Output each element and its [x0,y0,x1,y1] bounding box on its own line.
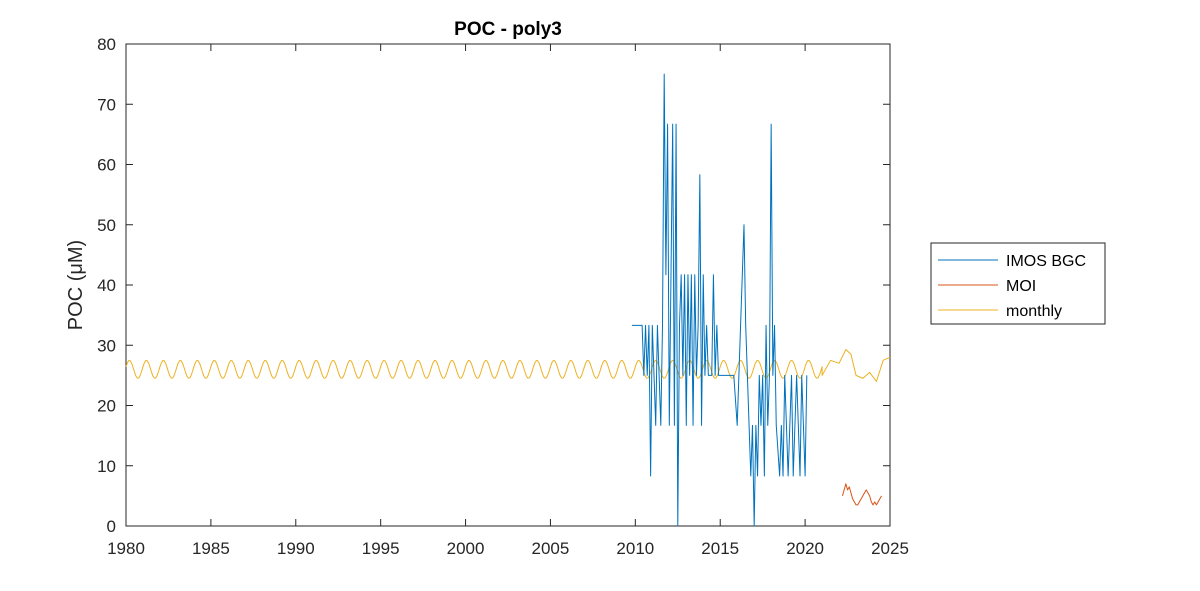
y-tick-label: 50 [97,216,116,235]
x-tick-label: 2010 [616,539,654,558]
plot-area [125,43,891,527]
legend-label: monthly [1006,303,1062,320]
legend-label: IMOS BGC [1006,253,1086,270]
series-layer [125,73,891,527]
y-tick-label: 80 [97,35,116,54]
y-axis-label: POC (μM) [65,240,87,330]
legend-items: IMOS BGC MOI monthly [938,253,1086,320]
series-line-monthly [125,348,891,382]
x-tick-label: 2000 [447,539,485,558]
chart-title: POC - poly3 [454,19,562,40]
tick-layer: 1980 1985 1990 1995 2000 2005 2010 2015 2020 2025… [97,35,909,558]
y-tick-label: 30 [97,336,116,355]
x-tick-label: 2005 [532,539,570,558]
y-tick-label: 70 [97,95,116,114]
x-tick-label: 2015 [701,539,739,558]
y-tick-label: 0 [107,517,116,536]
x-tick-label: 1980 [107,539,145,558]
x-tick-label: 2020 [786,539,824,558]
x-tick-label: 2025 [871,539,909,558]
y-tick-label: 10 [97,457,116,476]
legend: IMOS BGC MOI monthly [930,242,1106,325]
legend-label: MOI [1006,278,1036,295]
series-line-imos-bgc [631,73,808,527]
x-tick-label: 1995 [362,539,400,558]
x-tick-label: 1990 [277,539,315,558]
series-line-moi [841,483,882,506]
y-tick-label: 40 [97,276,116,295]
x-tick-label: 1985 [192,539,230,558]
y-tick-label: 20 [97,397,116,416]
y-tick-label: 60 [97,156,116,175]
